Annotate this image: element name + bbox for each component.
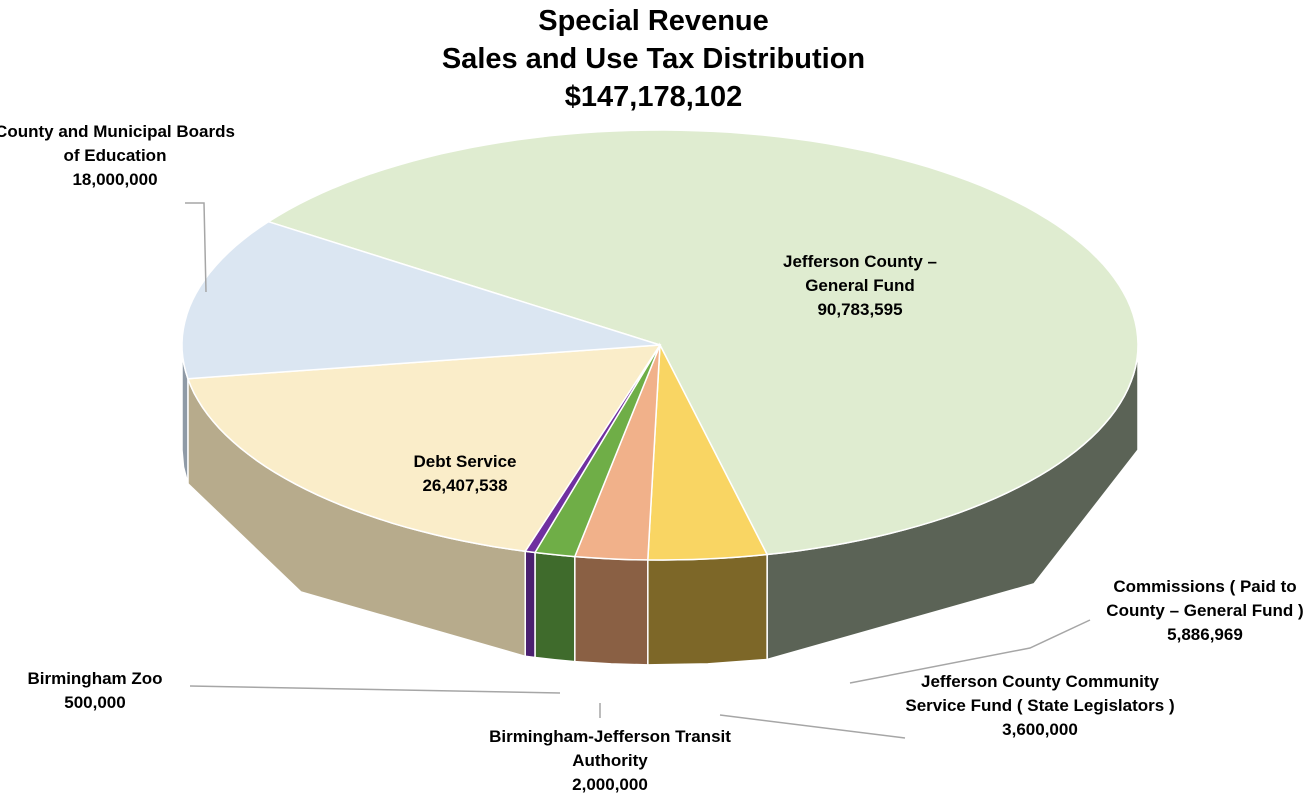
leader-line: [185, 202, 207, 293]
data-label: Jefferson County Community Service Fund …: [905, 670, 1175, 742]
category-name: Jefferson County – General Fund: [783, 252, 937, 295]
slice: [186, 344, 662, 553]
category-name: Debt Service: [413, 452, 517, 471]
slice: [181, 220, 661, 380]
slice-side: [574, 555, 649, 666]
title-line: $147,178,102: [564, 81, 743, 113]
data-label: Jefferson County – General Fund 90,783,59…: [750, 250, 970, 322]
category-name: Birmingham-Jefferson Transit Authority: [489, 727, 731, 770]
leader-line: [189, 685, 561, 694]
title-line: Special Revenue: [538, 5, 769, 37]
leader-line: [849, 619, 1091, 684]
value-label: 26,407,538: [422, 476, 508, 495]
category-name: Birmingham Zoo: [27, 669, 163, 688]
data-label: Commissions ( Paid to County – General F…: [1105, 575, 1305, 647]
slice-side: [647, 553, 768, 666]
data-label: Birmingham Zoo 500,000: [0, 667, 195, 715]
value-label: 500,000: [64, 693, 126, 712]
slice: [647, 342, 769, 561]
slice: [266, 129, 1139, 556]
value-label: 2,000,000: [572, 775, 648, 794]
data-label: Birmingham-Jefferson Transit Authority 2,…: [480, 725, 740, 797]
chart-title: Special Revenue Sales and Use Tax Distri…: [0, 2, 1307, 116]
data-label: County and Municipal Boards of Education…: [0, 120, 240, 192]
value-label: 3,600,000: [1002, 720, 1078, 739]
slice-side: [534, 551, 576, 663]
data-label: Debt Service 26,407,538: [365, 450, 565, 498]
category-name: Jefferson County Community Service Fund …: [905, 672, 1175, 715]
value-label: 90,783,595: [817, 300, 903, 319]
value-label: 5,886,969: [1167, 625, 1243, 644]
value-label: 18,000,000: [72, 170, 158, 189]
slice-side: [524, 550, 536, 659]
title-line: Sales and Use Tax Distribution: [441, 43, 866, 75]
category-name: Commissions ( Paid to County – General F…: [1106, 577, 1304, 620]
category-name: County and Municipal Boards of Education: [0, 122, 235, 165]
leader-line: [719, 714, 906, 739]
